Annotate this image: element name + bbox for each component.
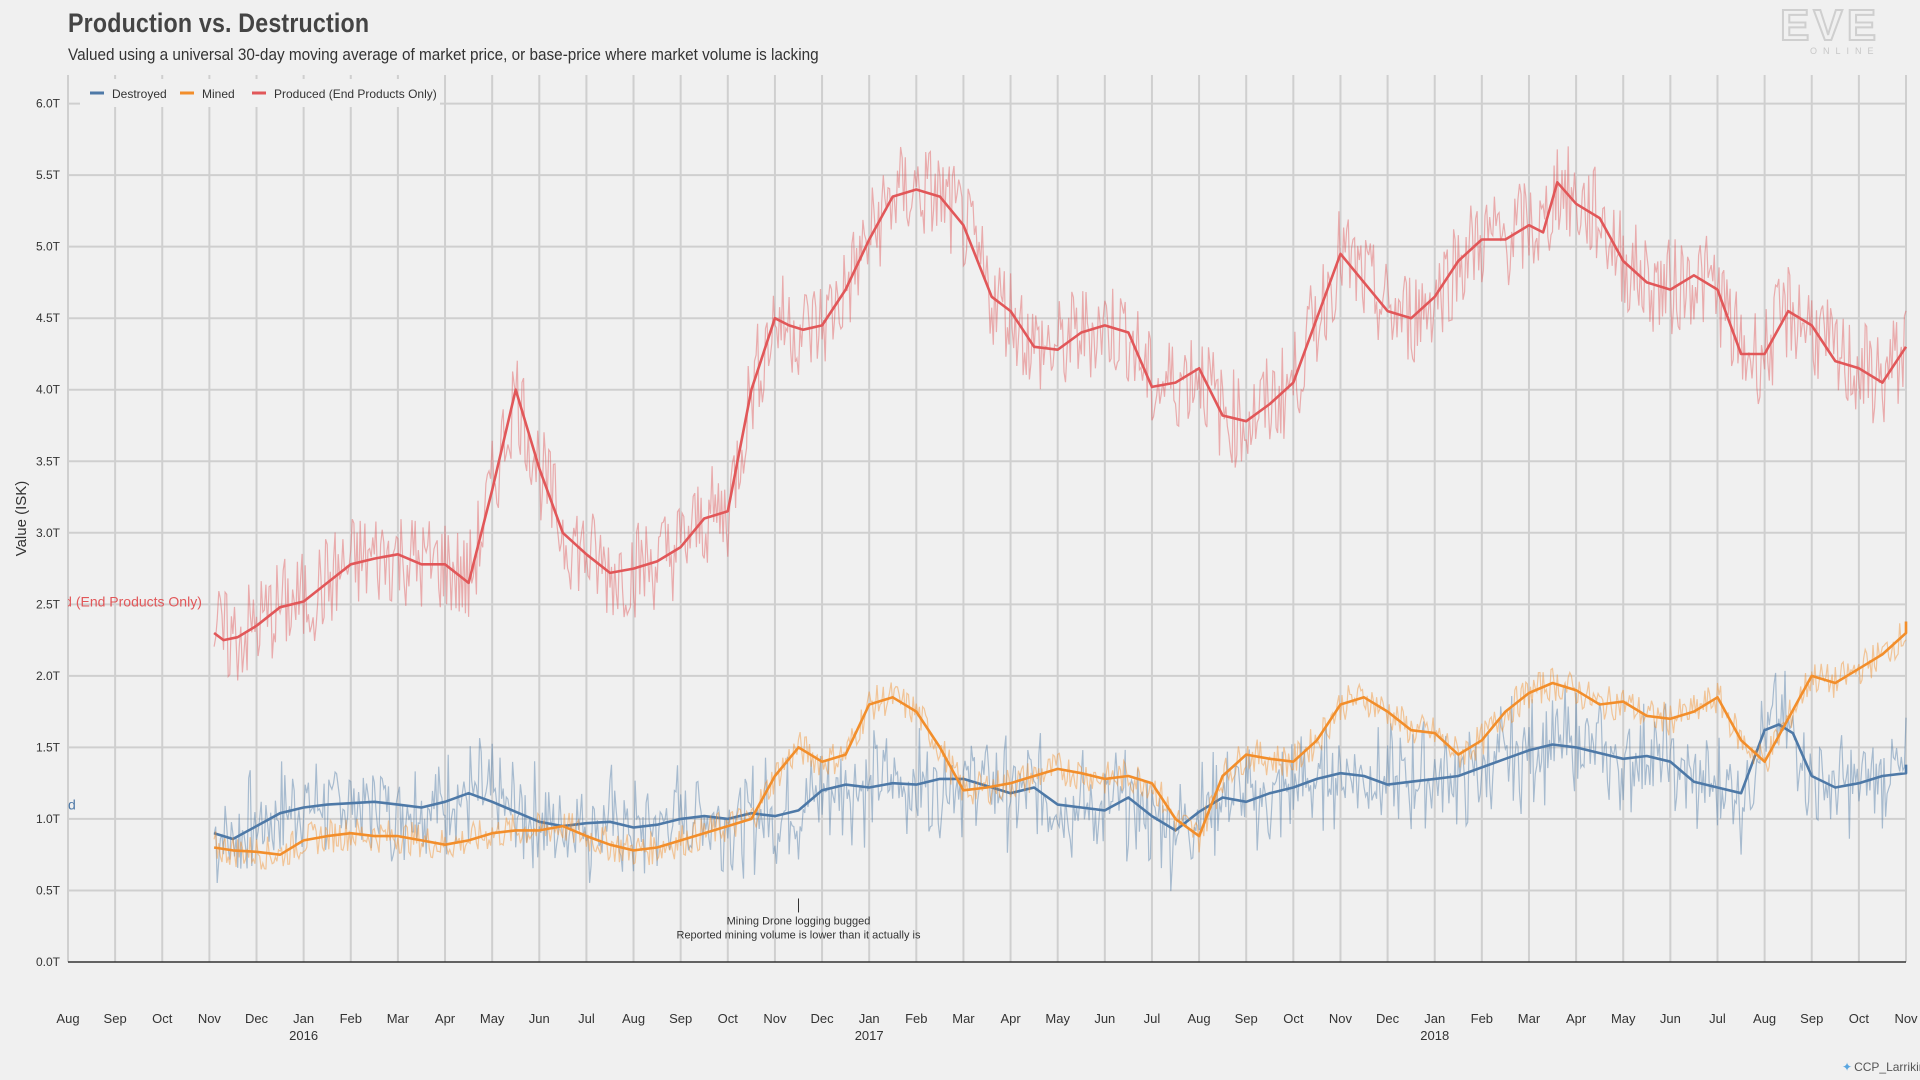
x-tick-label: Jun [1660,1011,1681,1026]
x-tick-label: Mar [1518,1011,1541,1026]
y-tick-label: 6.0T [36,97,61,111]
x-tick-label: Nov [1894,1011,1918,1026]
series-end-label-produced: Produced (End Products Only) [12,593,202,609]
y-tick-label: 3.5T [36,454,61,468]
x-tick-label: Apr [1566,1011,1587,1026]
x-tick-label: May [1045,1011,1070,1026]
series-end-label-destroyed: Destroyed [12,797,76,813]
x-tick-label: Feb [905,1011,927,1026]
series-raw-destroyed [213,670,1907,892]
series-avg-produced [213,181,1908,642]
legend-item: Destroyed [112,87,167,101]
x-tick-label: Jan [859,1011,880,1026]
x-tick-label: Dec [810,1011,834,1026]
y-axis-label: Value (ISK) [13,481,30,557]
x-tick-label: Nov [763,1011,787,1026]
y-tick-label: 2.5T [36,597,61,611]
y-tick-label: 2.0T [36,669,61,683]
x-tick-label: Jul [1144,1011,1161,1026]
y-tick-label: 1.0T [36,812,61,826]
author-credit[interactable]: ✦ CCP_Larrikin [1842,1060,1920,1074]
y-tick-label: 4.0T [36,383,61,397]
logo-subtext: ONLINE [1810,46,1880,56]
x-tick-label: Mar [387,1011,410,1026]
x-tick-label: Dec [245,1011,269,1026]
logo-text: EVE [1780,1,1880,50]
x-tick-label: May [1611,1011,1636,1026]
x-tick-label: Aug [1753,1011,1776,1026]
x-tick-label: Jan [293,1011,314,1026]
x-year-label: 2018 [1420,1028,1449,1043]
x-tick-label: Oct [152,1011,173,1026]
annotation-line: Reported mining volume is lower than it … [677,929,921,941]
annotation-line: Mining Drone logging bugged [727,915,871,927]
x-year-label: 2016 [289,1028,318,1043]
series-group [213,146,1908,892]
author-handle: CCP_Larrikin [1854,1060,1920,1074]
eve-online-logo: EVE [1780,0,1880,51]
x-tick-label: Jun [529,1011,550,1026]
x-tick-label: Oct [1849,1011,1870,1026]
legend-item: Mined [202,87,235,101]
x-tick-label: Dec [1376,1011,1400,1026]
x-tick-label: Oct [1283,1011,1304,1026]
y-tick-label: 0.0T [36,955,61,969]
y-tick-label: 0.5T [36,883,61,897]
x-tick-label: Sep [1800,1011,1823,1026]
x-tick-label: Nov [198,1011,222,1026]
x-tick-label: Apr [435,1011,456,1026]
chart-title: Production vs. Destruction [68,8,370,38]
x-tick-label: Feb [340,1011,362,1026]
gridlines [67,75,1907,962]
x-tick-label: Jun [1094,1011,1115,1026]
series-raw-produced [213,146,1907,681]
chart-subtitle: Valued using a universal 30-day moving a… [68,45,819,64]
legend: Destroyed Mined Produced (End Products Onl… [80,79,440,107]
series-avg-destroyed [213,723,1908,841]
x-tick-label: Sep [1235,1011,1258,1026]
y-tick-label: 1.5T [36,740,61,754]
x-tick-label: Sep [669,1011,692,1026]
x-tick-label: Sep [104,1011,127,1026]
y-tick-label: 5.0T [36,240,61,254]
x-tick-label: Jul [578,1011,595,1026]
x-tick-label: Jul [1709,1011,1726,1026]
x-tick-label: Feb [1471,1011,1493,1026]
y-tick-label: 3.0T [36,526,61,540]
x-tick-label: May [480,1011,505,1026]
x-tick-label: Aug [56,1011,79,1026]
x-tick-label: Apr [1000,1011,1021,1026]
x-year-label: 2017 [855,1028,884,1043]
x-tick-label: Aug [622,1011,645,1026]
y-tick-label: 5.5T [36,168,61,182]
legend-item: Produced (End Products Only) [274,87,437,101]
y-tick-label: 4.5T [36,311,61,325]
x-tick-label: Nov [1329,1011,1353,1026]
x-tick-label: Mar [952,1011,975,1026]
x-tick-label: Jan [1424,1011,1445,1026]
x-tick-label: Oct [718,1011,739,1026]
x-tick-label: Aug [1188,1011,1211,1026]
series-avg-mined [213,621,1908,856]
series-end-label-mined: Mined [12,897,50,913]
twitter-bird-icon: ✦ [1842,1060,1853,1074]
